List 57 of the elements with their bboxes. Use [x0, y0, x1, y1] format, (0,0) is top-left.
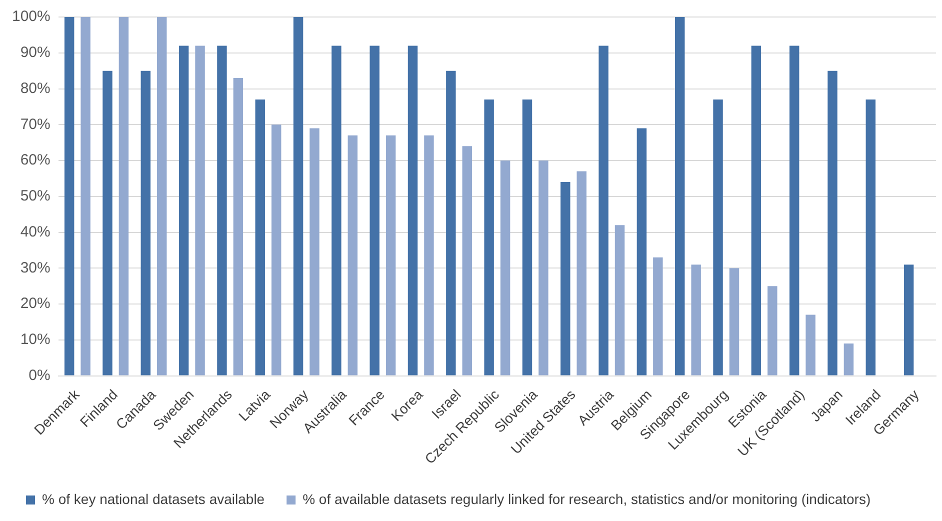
bar [614, 225, 625, 376]
y-tick-label: 20% [20, 295, 50, 312]
bar [310, 128, 320, 376]
y-tick-label: 60% [20, 152, 50, 169]
bar [691, 264, 701, 376]
y-tick-label: 70% [20, 116, 50, 133]
bar [102, 70, 112, 376]
bar [484, 100, 494, 376]
bar [118, 17, 129, 376]
bar [424, 135, 434, 376]
bar [636, 128, 647, 376]
bar [768, 286, 778, 376]
bar [751, 46, 762, 376]
legend-label: % of available datasets regularly linked for research, statistics and/or monitoring (indicators) [302, 490, 871, 507]
bar [195, 46, 205, 376]
bar [446, 70, 456, 376]
bar [255, 100, 265, 376]
bar [560, 182, 570, 376]
bar [293, 17, 304, 376]
bar [866, 100, 876, 376]
bar [806, 314, 816, 376]
bar [386, 135, 396, 376]
bar [370, 46, 380, 376]
bar [538, 160, 548, 376]
bar [140, 70, 151, 376]
bar [332, 46, 342, 376]
y-tick-label: 10% [20, 331, 50, 348]
bar [500, 160, 510, 376]
y-tick-label: 80% [20, 80, 50, 97]
y-tick-label: 30% [20, 259, 50, 276]
bar [408, 46, 418, 376]
bar [233, 78, 244, 376]
bar [576, 171, 586, 376]
bar [64, 17, 74, 376]
bar [789, 46, 800, 376]
bar [598, 46, 608, 376]
bar [904, 264, 914, 376]
bar [828, 70, 838, 376]
y-tick-label: 40% [20, 223, 50, 240]
bar [729, 268, 740, 376]
legend-label: % of key national datasets available [42, 490, 265, 507]
bar [157, 17, 167, 376]
bar [271, 124, 282, 376]
y-tick-label: 90% [20, 44, 50, 62]
bar [80, 17, 90, 376]
y-tick-label: 0% [28, 366, 50, 384]
y-tick-label: 50% [20, 188, 50, 205]
y-tick-label: 100% [12, 8, 50, 26]
bar [348, 135, 358, 376]
bar [522, 100, 532, 376]
bar [462, 146, 472, 376]
bar [653, 257, 663, 376]
bar [713, 100, 723, 376]
bar [844, 344, 854, 376]
bar [217, 46, 227, 376]
bar [178, 46, 189, 376]
bar [675, 17, 685, 376]
